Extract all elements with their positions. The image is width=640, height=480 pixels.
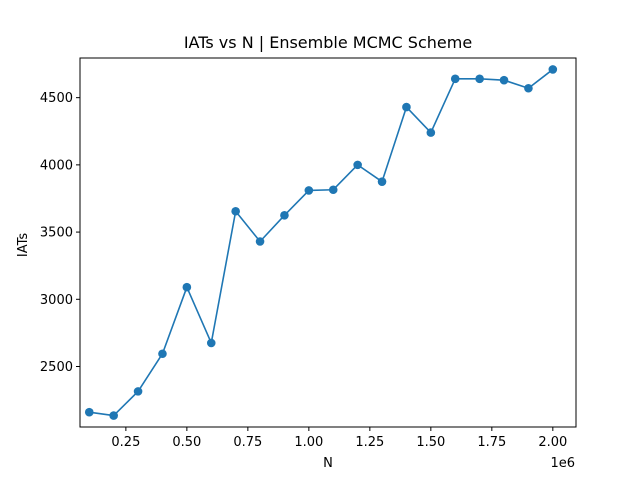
data-point [475,74,484,84]
data-point [84,407,94,417]
data-point [353,160,362,170]
data-point [231,206,240,216]
x-tick-label: 1.50 [416,435,445,450]
x-tick-label: 1.00 [294,435,323,450]
data-point [280,210,289,220]
data-point [304,186,314,195]
y-axis-label: IATs [16,233,31,258]
data-point [524,83,533,93]
data-point [182,282,192,292]
data-point [426,128,436,137]
data-point [548,65,558,74]
plot-area [84,65,558,420]
y-tick-label: 4500 [40,91,73,106]
data-point [206,338,216,348]
x-axis-label: N [323,456,333,471]
x-tick-label: 0.25 [111,435,140,450]
data-point [377,177,387,186]
data-point [450,74,460,84]
data-point [133,387,143,396]
data-point [158,349,167,359]
y-tick-label: 3000 [40,293,73,308]
data-point [255,237,265,246]
data-point [109,411,118,420]
y-tick-label: 3500 [40,226,73,241]
x-tick-label: 1.75 [477,435,506,450]
data-point [402,102,411,112]
x-tick-label: 1.25 [355,435,384,450]
x-offset-label: 1e6 [550,456,575,471]
y-tick-label: 4000 [40,158,73,173]
axes-frame [79,57,577,428]
axis-ticks: 0.25 0.50 0.75 1.00 1.25 1.50 1.75 2.00 2500 3000… [40,91,567,450]
x-tick-label: 2.00 [538,435,567,450]
x-tick-label: 0.75 [233,435,262,450]
chart-title: IATs vs N | Ensemble MCMC Scheme [184,33,472,52]
data-point [328,185,338,195]
y-tick-label: 2500 [40,360,73,375]
x-tick-label: 0.50 [172,435,201,450]
data-point [499,75,509,85]
